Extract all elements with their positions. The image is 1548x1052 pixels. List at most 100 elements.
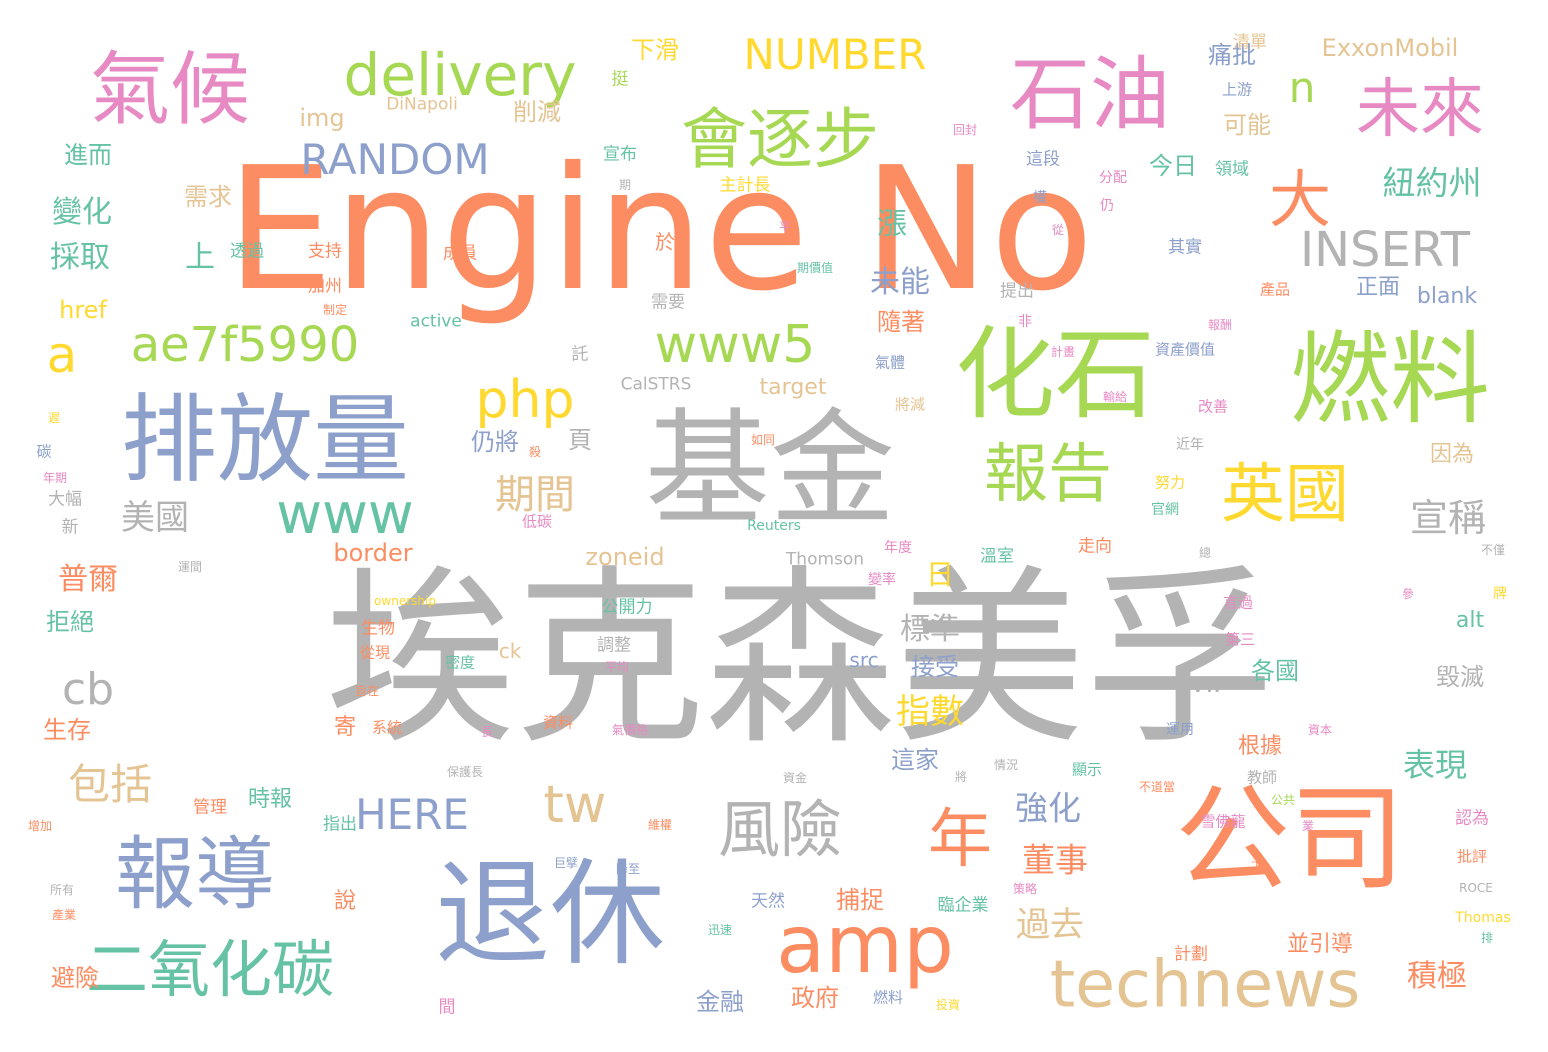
word-cloud-word: 漲 — [877, 207, 907, 242]
word-cloud-word: 這段 — [1026, 149, 1060, 170]
word-cloud-word: 未來 — [1356, 73, 1484, 147]
word-cloud-word: 根據 — [1237, 734, 1283, 759]
word-cloud-word: 官網 — [1151, 502, 1179, 518]
word-cloud-word: 巨擘 — [553, 856, 579, 870]
word-cloud-word: cb — [61, 664, 115, 715]
word-cloud-word: 仍將 — [471, 428, 519, 456]
word-cloud-word: 資本 — [1307, 723, 1333, 737]
word-cloud-word: ExxonMobil — [1321, 34, 1459, 62]
word-cloud-word: 運用 — [1166, 722, 1194, 738]
word-cloud-word: 不道當 — [1138, 780, 1176, 794]
word-cloud-word: 臨企業 — [937, 895, 989, 916]
word-cloud-word: alt — [1455, 608, 1485, 633]
word-cloud-word: 生存 — [43, 716, 91, 744]
word-cloud-word: 燃料 — [872, 988, 904, 1007]
word-cloud-word: 年期 — [42, 471, 68, 485]
word-cloud-word: 教師 — [1246, 768, 1278, 787]
word-cloud-word: 領域 — [1215, 159, 1249, 180]
word-cloud-word: 殺 — [528, 445, 542, 459]
word-cloud-word: 資產價值 — [1154, 340, 1216, 359]
word-cloud-word: 管理 — [193, 797, 227, 818]
word-cloud-word: 大 — [1268, 163, 1332, 236]
word-cloud-word: 排放量 — [121, 384, 409, 496]
word-cloud-word: 會逐步 — [681, 101, 879, 178]
word-cloud-word: a — [46, 326, 78, 384]
word-cloud-word: 紐約州 — [1382, 163, 1482, 203]
word-cloud-word: 下滑 — [631, 36, 679, 64]
word-cloud-word: 新 — [61, 517, 79, 538]
word-cloud-word: 美國 — [121, 498, 189, 538]
word-cloud-word: 分配 — [1099, 170, 1127, 186]
word-cloud-word: ck — [498, 639, 522, 663]
word-cloud-word: 年度 — [884, 540, 912, 556]
word-cloud-word: 長 — [480, 725, 494, 739]
word-cloud-word: RANDOM — [300, 135, 490, 184]
word-cloud-word: 支持 — [308, 241, 342, 262]
word-cloud-word: 旨在 — [354, 684, 380, 698]
word-cloud-word: 投資 — [935, 998, 961, 1012]
word-cloud-word: 天然 — [751, 891, 785, 912]
word-cloud-word: 英國 — [1221, 458, 1349, 532]
word-cloud-word: www5 — [654, 315, 816, 375]
word-cloud-word: tw — [543, 775, 607, 835]
word-cloud-word: 二氧化碳 — [85, 933, 335, 1006]
word-cloud-word: 產品 — [1259, 280, 1291, 299]
word-cloud-word: www — [276, 482, 414, 547]
word-cloud-word: 埃克森美孚 — [324, 549, 1276, 770]
word-cloud-word: 保護長 — [446, 765, 484, 779]
word-cloud-word: 強化 — [1015, 788, 1081, 828]
word-cloud-word: 改善 — [1197, 397, 1229, 416]
word-cloud-word: 接受 — [911, 653, 959, 681]
word-cloud-word: 基金 — [645, 397, 895, 543]
word-cloud-word: 資料 — [542, 713, 574, 732]
word-cloud-word: ownership — [374, 594, 436, 608]
word-cloud-word: 這家 — [891, 746, 939, 774]
word-cloud-word: avw — [1177, 673, 1223, 698]
word-cloud-word: 近年 — [1176, 437, 1204, 453]
word-cloud-word: 參 — [1401, 587, 1415, 601]
word-cloud-word: 權 — [1033, 190, 1047, 206]
word-cloud-word: 生物 — [361, 618, 395, 639]
word-cloud-word: 政府 — [791, 984, 839, 1012]
word-cloud-word: n — [1288, 63, 1316, 112]
word-cloud-word: 並引導 — [1286, 932, 1354, 957]
word-cloud-word: 各國 — [1251, 657, 1299, 685]
word-cloud-word: 主計長 — [719, 175, 771, 196]
word-cloud-word: 提出 — [1000, 281, 1034, 302]
word-cloud-word: 認為 — [1455, 808, 1489, 829]
word-cloud-word: 情況 — [993, 758, 1019, 772]
word-cloud-word: 普爾 — [58, 562, 118, 597]
word-cloud-word: 策略 — [1012, 882, 1038, 896]
word-cloud-word: 顯示 — [1071, 760, 1103, 779]
word-cloud-word: 報告 — [984, 438, 1112, 512]
word-cloud-word: 碳 — [36, 442, 52, 461]
word-cloud-word: 透過 — [230, 241, 264, 262]
word-cloud-word: 從現 — [359, 643, 391, 662]
word-cloud-word: 上游 — [1221, 80, 1253, 99]
word-cloud-word: Reuters — [747, 518, 801, 534]
word-cloud-word: 其實 — [1168, 237, 1202, 258]
word-cloud-word: 業 — [1301, 819, 1315, 833]
word-cloud-word: Thomson — [785, 549, 865, 570]
word-cloud-word: HERE — [355, 790, 469, 839]
word-cloud-word: 調整 — [597, 635, 631, 656]
word-cloud-word: img — [299, 104, 345, 132]
word-cloud-word: 石油 — [1010, 48, 1170, 141]
word-cloud-word: DiNapoli — [386, 94, 458, 115]
word-cloud-word: 於 — [655, 230, 675, 254]
word-cloud-word: 挺 — [611, 69, 629, 90]
word-cloud-word: blank — [1416, 284, 1478, 309]
word-cloud-word: 捕捉 — [836, 886, 884, 914]
word-cloud-word: 期 — [618, 178, 632, 192]
word-cloud-word: 未能 — [870, 265, 930, 300]
word-cloud-word: 計劃 — [1174, 944, 1208, 965]
word-cloud-word: 包括 — [67, 760, 153, 809]
word-cloud-word: Engine No — [226, 131, 1094, 329]
word-cloud-word: 制定 — [322, 303, 348, 317]
word-cloud-word: 託 — [571, 344, 589, 365]
word-cloud-word: 不僅 — [1480, 543, 1506, 557]
word-cloud-word: 間 — [438, 997, 456, 1018]
word-cloud-word: 指數 — [896, 692, 964, 732]
word-cloud-word: 氣價格 — [611, 723, 649, 737]
